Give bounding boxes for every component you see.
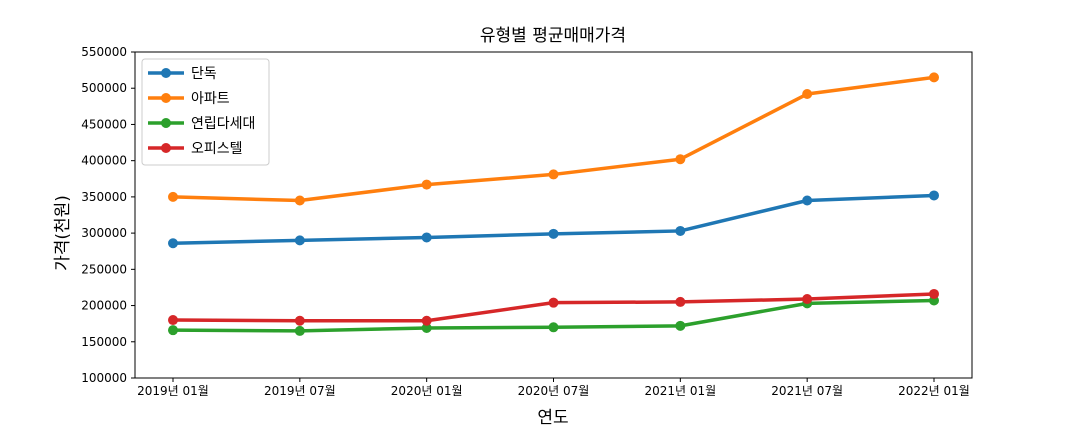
data-point — [421, 315, 432, 326]
data-point — [548, 297, 559, 308]
y-tick-label: 250000 — [81, 262, 127, 276]
plot-area — [134, 51, 973, 379]
x-tick-label: 2020년 07월 — [518, 384, 590, 398]
data-point — [802, 89, 813, 100]
data-point — [421, 323, 432, 334]
legend-label: 아파트 — [191, 91, 230, 107]
data-point — [675, 320, 686, 331]
legend-box — [141, 58, 270, 166]
data-point — [294, 235, 305, 246]
legend-marker — [161, 118, 171, 128]
data-point — [168, 315, 178, 326]
data-point — [421, 179, 432, 190]
y-tick-label: 100000 — [81, 371, 127, 385]
data-point — [168, 191, 178, 202]
data-point — [294, 195, 305, 206]
y-axis: 100000 150000 200000 250000 300000 350000 4000… — [81, 45, 135, 385]
y-tick-label: 500000 — [81, 81, 127, 95]
data-point — [548, 322, 559, 333]
data-point — [675, 225, 686, 236]
data-point — [929, 190, 939, 201]
y-tick-label: 450000 — [81, 117, 127, 131]
data-point — [929, 72, 939, 83]
data-point — [421, 232, 432, 243]
data-point — [929, 288, 939, 299]
y-tick-label: 150000 — [81, 335, 127, 349]
x-tick-label: 2022년 01월 — [898, 384, 970, 398]
legend-label: 오피스텔 — [191, 141, 243, 157]
chart-title: 유형별 평균매매가격 — [480, 26, 626, 46]
x-tick-label: 2019년 01월 — [137, 384, 209, 398]
y-tick-label: 200000 — [81, 299, 127, 313]
legend-marker — [161, 93, 171, 103]
y-tick-label: 400000 — [81, 154, 127, 168]
data-point — [548, 169, 559, 180]
legend-marker — [161, 68, 171, 78]
x-tick-label: 2021년 07월 — [771, 384, 843, 398]
data-point — [168, 238, 178, 249]
legend-marker — [161, 143, 171, 153]
data-point — [802, 294, 813, 305]
data-point — [802, 195, 813, 206]
y-tick-label: 300000 — [81, 226, 127, 240]
data-point — [548, 228, 559, 239]
legend-label: 단독 — [191, 66, 217, 82]
y-tick-label: 350000 — [81, 190, 127, 204]
x-tick-label: 2020년 01월 — [391, 384, 463, 398]
data-point — [294, 325, 305, 336]
legend-label: 연립다세대 — [191, 116, 255, 132]
series-line — [171, 75, 936, 203]
y-axis-label: 가격(천원) — [53, 195, 73, 271]
x-axis: 2019년 01월 2019년 07월 2020년 01월 2020년 07월 2021… — [137, 378, 970, 398]
x-tick-label: 2021년 01월 — [644, 384, 716, 398]
y-tick-label: 550000 — [81, 45, 127, 59]
data-point — [168, 325, 178, 336]
data-point — [675, 154, 686, 165]
data-point — [294, 315, 305, 326]
x-axis-label: 연도 — [537, 408, 568, 428]
x-tick-label: 2019년 07월 — [264, 384, 336, 398]
data-point — [675, 296, 686, 307]
